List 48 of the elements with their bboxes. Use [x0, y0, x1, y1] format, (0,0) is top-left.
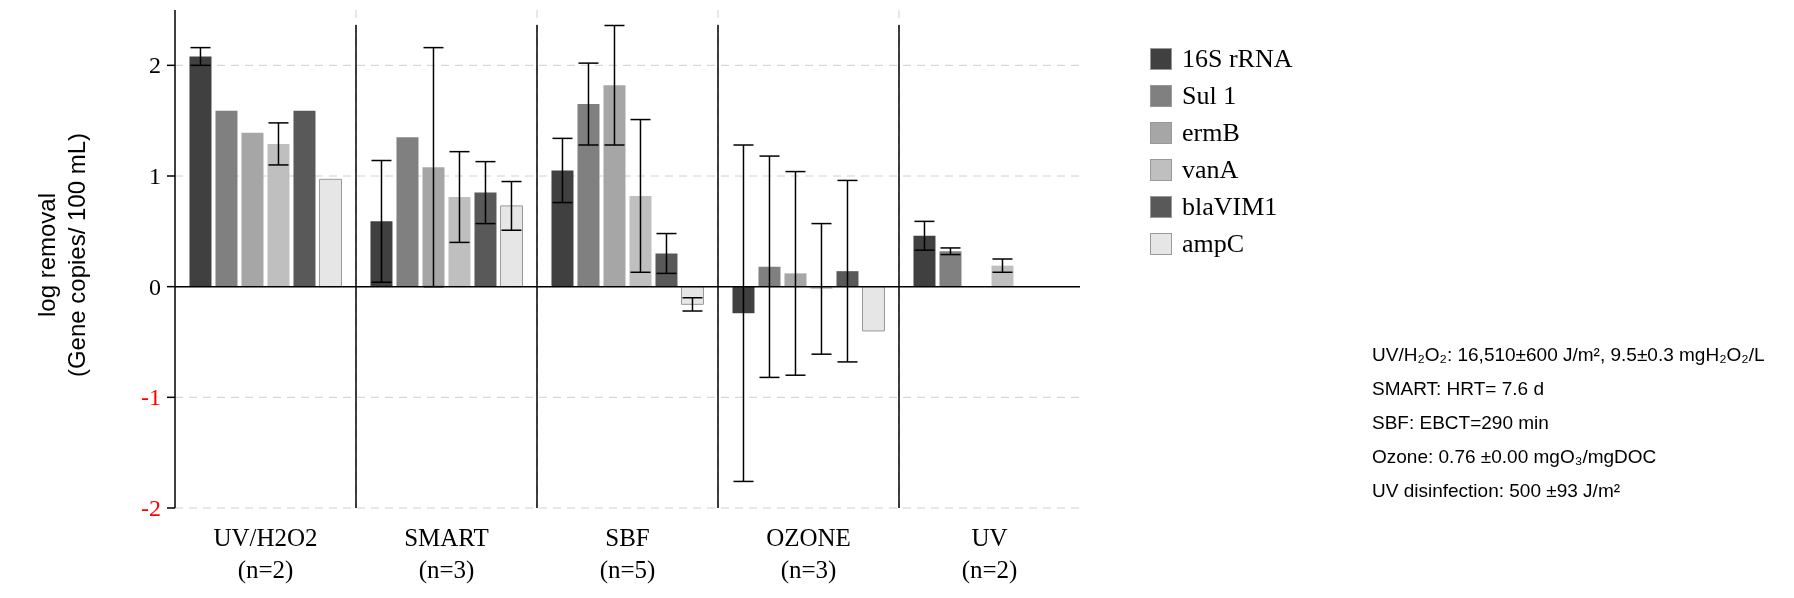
legend-label: vanA [1182, 154, 1239, 185]
text: SMART: HRT= 7.6 d [1372, 377, 1545, 401]
bar [448, 197, 471, 287]
y-tick-label: -2 [141, 495, 161, 521]
bar [758, 266, 781, 287]
bar [836, 271, 859, 287]
text: SBF: EBCT=290 min [1372, 411, 1550, 435]
bar [629, 195, 652, 287]
bar [396, 137, 419, 287]
bar [991, 265, 1014, 287]
x-tick-label: UV/H2O2 (n=2) [213, 524, 318, 584]
bar [318, 178, 342, 288]
bar [861, 286, 885, 332]
legend-label: ampC [1182, 228, 1245, 259]
legend-label: Sul 1 [1182, 80, 1237, 111]
bar [913, 235, 936, 287]
bar [499, 205, 523, 288]
legend-label: blaVIM1 [1182, 191, 1278, 222]
y-tick-label: 0 [149, 273, 161, 300]
x-tick-label: UV (n=2) [961, 524, 1018, 584]
y-tick-label: 2 [149, 52, 161, 79]
bar [939, 251, 962, 287]
bar [189, 56, 212, 287]
y-tick-label: 1 [149, 163, 161, 189]
x-tick-label: SMART (n=3) [404, 524, 489, 584]
bar [655, 253, 678, 287]
x-tick-label: OZONE (n=3) [766, 524, 851, 584]
y-axis-title: log removal (Gene copies/ 100 mL) [33, 132, 90, 378]
y-tick-label: -1 [141, 384, 161, 411]
x-tick-label: SBF (n=5) [599, 524, 656, 584]
text: UV/H₂O₂: 16,510±600 J/m², 9.5±0.3 mgH₂O₂/L [1372, 343, 1765, 367]
bar [267, 143, 290, 287]
bar [474, 192, 497, 287]
text: UV disinfection: 500 ±93 J/m² [1372, 479, 1622, 503]
legend-label: ermB [1182, 117, 1240, 148]
legend-label: 16S rRNA [1182, 43, 1293, 74]
bar [422, 167, 445, 287]
bar [784, 273, 807, 287]
bar [732, 286, 755, 314]
bar [603, 85, 626, 287]
bar [370, 221, 393, 287]
bar [577, 104, 600, 287]
bar [215, 110, 238, 287]
bar [551, 170, 574, 287]
bar [241, 132, 264, 287]
bar [293, 110, 316, 287]
text: Ozone: 0.76 ±0.00 mgO₃/mgDOC [1372, 445, 1658, 469]
bar [680, 286, 704, 305]
